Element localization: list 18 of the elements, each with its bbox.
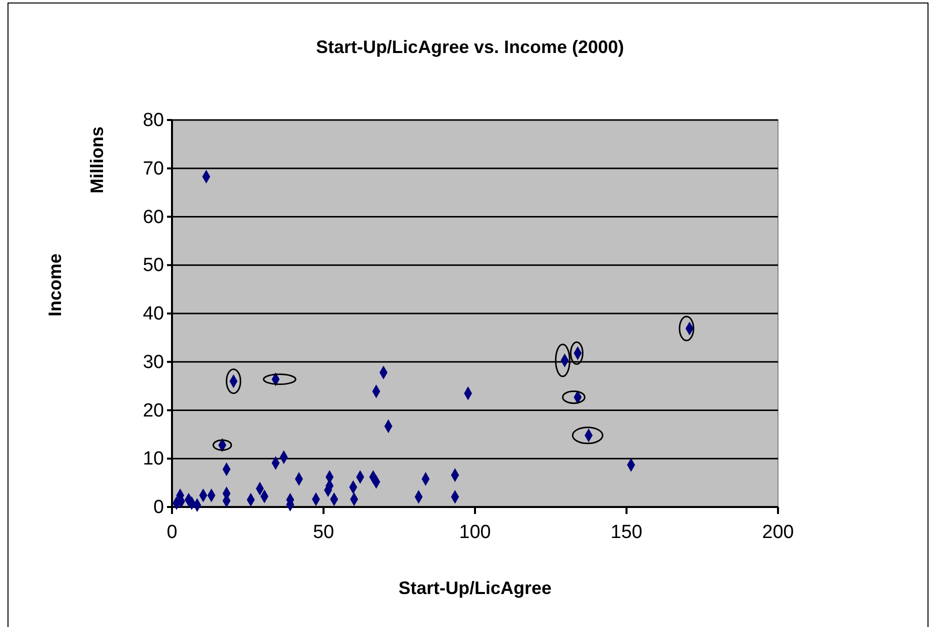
x-axis-title: Start-Up/LicAgree xyxy=(398,578,552,598)
y-axis-title: Income xyxy=(45,253,65,317)
y-tick-label: 0 xyxy=(153,497,164,518)
y-tick-label: 10 xyxy=(142,448,164,470)
y-tick-label: 30 xyxy=(142,352,164,373)
y-tick-label: 70 xyxy=(142,158,164,180)
y-tick-label: 20 xyxy=(142,400,164,422)
y-tick-label: 80 xyxy=(142,110,164,132)
chart-title: Start-Up/LicAgree vs. Income (2000) xyxy=(316,37,624,57)
x-tick-label: 200 xyxy=(762,522,794,543)
x-tick-label: 100 xyxy=(459,522,491,543)
text: Millions xyxy=(87,126,107,194)
y-tick-label: 40 xyxy=(142,304,164,325)
x-tick-label: 50 xyxy=(312,522,334,543)
y-tick-label: 60 xyxy=(142,206,164,228)
x-tick-label: 150 xyxy=(610,522,642,543)
x-tick-label: 0 xyxy=(166,522,178,543)
y-tick-label: 50 xyxy=(142,255,164,276)
